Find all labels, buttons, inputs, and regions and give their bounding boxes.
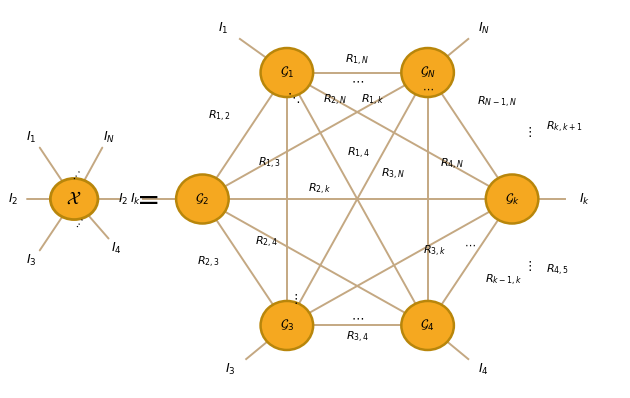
Text: $\mathcal{X}$: $\mathcal{X}$ — [67, 190, 82, 208]
Text: $\mathcal{G}_k$: $\mathcal{G}_k$ — [505, 191, 519, 207]
Text: $R_{{k-1,k}}$: $R_{{k-1,k}}$ — [485, 273, 523, 289]
Text: $R_{{1,4}}$: $R_{{1,4}}$ — [347, 146, 370, 162]
Text: $I_{3}$: $I_{3}$ — [226, 362, 236, 377]
Text: $I_{1}$: $I_{1}$ — [26, 130, 37, 145]
Ellipse shape — [261, 48, 313, 97]
Ellipse shape — [50, 178, 98, 220]
Text: $R_{{1,2}}$: $R_{{1,2}}$ — [208, 109, 231, 124]
Text: $I_{N}$: $I_{N}$ — [103, 130, 115, 145]
Text: $=$: $=$ — [131, 185, 159, 213]
Text: $I_{k}$: $I_{k}$ — [578, 191, 590, 207]
Text: $I_{N}$: $I_{N}$ — [478, 21, 490, 36]
Ellipse shape — [176, 174, 229, 224]
Text: $\mathcal{G}_3$: $\mathcal{G}_3$ — [280, 318, 294, 333]
Text: $\cdot\!\cdot\!\cdot$: $\cdot\!\cdot\!\cdot$ — [72, 215, 88, 231]
Text: $R_{{2,k}}$: $R_{{2,k}}$ — [308, 181, 332, 197]
Text: $R_{{N-1,N}}$: $R_{{N-1,N}}$ — [477, 95, 517, 110]
Ellipse shape — [401, 48, 454, 97]
Text: $\mathcal{G}_4$: $\mathcal{G}_4$ — [420, 318, 435, 333]
Text: $R_{{4,5}}$: $R_{{4,5}}$ — [546, 263, 570, 278]
Text: $R_{{2,3}}$: $R_{{2,3}}$ — [197, 255, 220, 270]
Ellipse shape — [261, 301, 313, 350]
Text: $R_{{1,k}}$: $R_{{1,k}}$ — [361, 93, 384, 108]
Text: $R_{{3,k}}$: $R_{{3,k}}$ — [423, 244, 447, 259]
Text: $R_{{1,3}}$: $R_{{1,3}}$ — [258, 156, 280, 172]
Text: $R_{{3,N}}$: $R_{{3,N}}$ — [381, 167, 405, 182]
Text: $R_{{2,4}}$: $R_{{2,4}}$ — [255, 235, 278, 250]
Text: $R_{{2,N}}$: $R_{{2,N}}$ — [323, 93, 348, 108]
Text: $R_{{4,N}}$: $R_{{4,N}}$ — [440, 157, 464, 172]
Text: $\cdots$: $\cdots$ — [464, 240, 476, 250]
Text: $\mathcal{G}_1$: $\mathcal{G}_1$ — [280, 65, 294, 80]
Text: $I_{3}$: $I_{3}$ — [26, 253, 37, 268]
Text: $\mathcal{G}_N$: $\mathcal{G}_N$ — [420, 65, 435, 80]
Text: $\mathcal{G}_2$: $\mathcal{G}_2$ — [195, 191, 209, 207]
Text: $\vdots$: $\vdots$ — [524, 125, 532, 139]
Ellipse shape — [401, 301, 454, 350]
Text: $I_{2}$: $I_{2}$ — [8, 191, 18, 207]
Text: $I_{4}$: $I_{4}$ — [478, 362, 489, 377]
Text: $\ddots$: $\ddots$ — [287, 91, 301, 105]
Text: $\cdots$: $\cdots$ — [351, 311, 364, 324]
Text: $I_{4}$: $I_{4}$ — [112, 241, 122, 256]
Text: $R_{{k,k+1}}$: $R_{{k,k+1}}$ — [546, 120, 583, 135]
Text: $\cdot\!\cdot\!\cdot$: $\cdot\!\cdot\!\cdot$ — [69, 166, 85, 183]
Text: $I_{2}$: $I_{2}$ — [118, 191, 128, 207]
Text: $R_{{1,N}}$: $R_{{1,N}}$ — [345, 53, 369, 68]
Text: $\vdots$: $\vdots$ — [289, 292, 298, 306]
Ellipse shape — [486, 174, 539, 224]
Text: $\cdots$: $\cdots$ — [421, 84, 433, 94]
Text: $R_{{3,4}}$: $R_{{3,4}}$ — [346, 330, 369, 345]
Text: $\vdots$: $\vdots$ — [524, 259, 532, 273]
Text: $\cdots$: $\cdots$ — [351, 74, 364, 87]
Text: $I_{1}$: $I_{1}$ — [218, 21, 228, 36]
Text: $I_{k}$: $I_{k}$ — [130, 191, 141, 207]
